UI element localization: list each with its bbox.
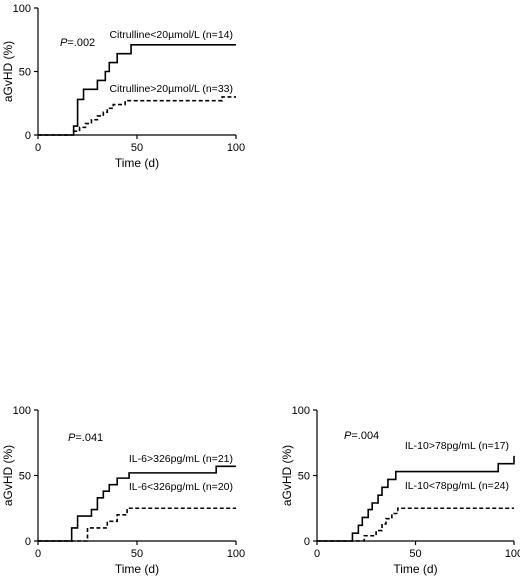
y-tick-label: 0: [25, 130, 31, 142]
y-tick-label: 50: [298, 471, 310, 483]
x-tick-label: 100: [227, 548, 245, 560]
x-tick-label: 0: [35, 142, 41, 154]
chart-panel-2: 0 50 100 0 50 100 Time (d) aGvHD (%) P=.041 IL-6>…: [1, 405, 245, 576]
x-tick-label: 50: [131, 548, 143, 560]
series-line-solid: [317, 455, 515, 542]
p-value-annotation: P=.041: [68, 432, 103, 444]
y-tick-label: 100: [13, 405, 31, 417]
series-line-dashed: [317, 507, 514, 542]
y-axis-label: aGvHD (%): [1, 41, 15, 102]
p-value-number: =.002: [67, 37, 95, 49]
p-value-number: =.041: [75, 432, 103, 444]
p-value-annotation: P=.004: [344, 430, 379, 442]
x-axis-label: Time (d): [115, 156, 159, 170]
y-tick-label: 50: [19, 471, 31, 483]
p-value-annotation: P=.002: [60, 37, 95, 49]
x-tick-label: 50: [131, 142, 143, 154]
y-axis-label: aGvHD (%): [1, 445, 15, 506]
x-tick-label: 50: [409, 548, 421, 560]
series-line-solid: [38, 44, 236, 136]
series-line-dashed: [38, 96, 236, 136]
p-value-symbol: P: [344, 430, 352, 442]
x-tick-label: 0: [314, 548, 320, 560]
x-tick-label: 100: [227, 142, 245, 154]
p-value-number: =.004: [351, 430, 379, 442]
chart-panel-3: 0 50 100 0 50 100 Time (d) aGvHD (%) P=.004 IL-10…: [280, 405, 520, 576]
y-tick-label: 100: [292, 405, 310, 417]
series-line-solid: [38, 465, 236, 542]
p-value-symbol: P: [68, 432, 76, 444]
series-label: Citrulline<20µmol/L (n=14): [109, 29, 233, 41]
p-value-symbol: P: [60, 37, 68, 49]
x-tick-label: 100: [505, 548, 520, 560]
series-label: IL-6>326pg/mL (n=21): [129, 453, 233, 465]
x-axis-label: Time (d): [393, 562, 437, 576]
chart-panel-1: 0 50 100 0 50 100 Time (d) aGvHD (%) P=.002 Citru…: [1, 3, 245, 170]
series-label: IL-6<326pg/mL (n=20): [129, 481, 233, 493]
y-tick-label: 100: [13, 3, 31, 15]
x-axis-label: Time (d): [115, 562, 159, 576]
y-tick-label: 0: [304, 536, 310, 548]
x-tick-label: 0: [35, 548, 41, 560]
y-axis-label: aGvHD (%): [280, 445, 294, 506]
y-tick-label: 50: [19, 67, 31, 79]
series-line-dashed: [38, 507, 236, 542]
y-tick-label: 0: [25, 536, 31, 548]
series-label: IL-10>78pg/mL (n=17): [405, 440, 509, 452]
series-label: IL-10<78pg/mL (n=24): [405, 480, 509, 492]
series-label: Citrulline>20µmol/L (n=33): [109, 83, 233, 95]
